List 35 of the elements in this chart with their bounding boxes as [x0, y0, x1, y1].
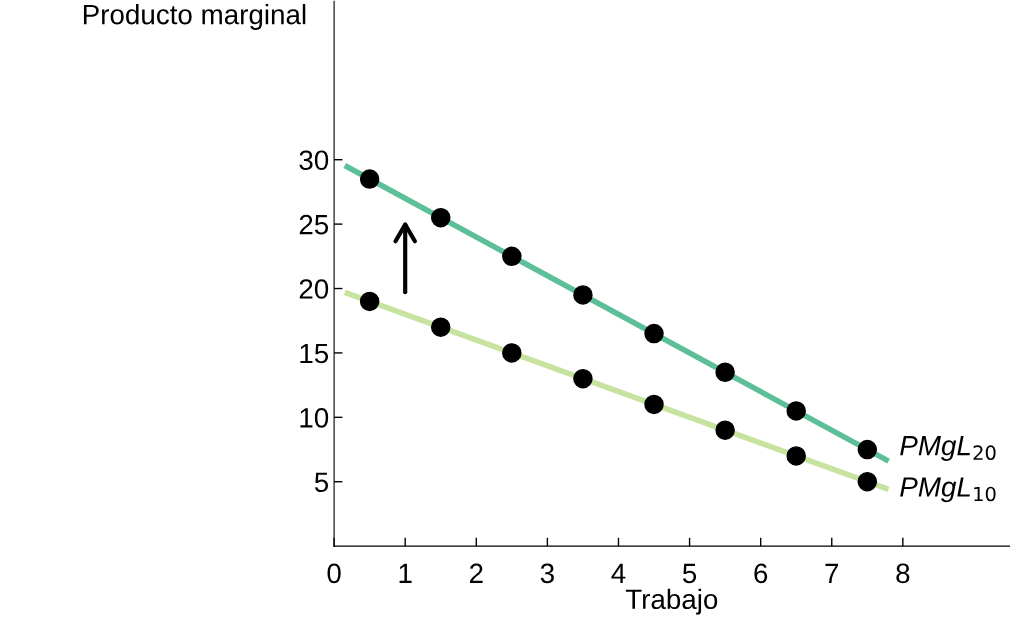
y-tick-label: 10 [300, 407, 329, 428]
point [715, 420, 735, 440]
y-tick-label: 25 [299, 214, 329, 235]
y-axis-title: Producto marginal [83, 4, 306, 30]
point [359, 291, 380, 312]
point [573, 368, 593, 389]
point [857, 471, 878, 492]
point [786, 446, 806, 466]
x-tick-label: 5 [682, 563, 697, 584]
x-axis-title: Trabajo [625, 588, 718, 615]
point [502, 343, 522, 363]
point [430, 317, 451, 337]
point [644, 323, 664, 344]
y-tick-label: 30 [299, 150, 329, 171]
x-tick-label: 2 [469, 563, 483, 583]
y-tick-label: 5 [314, 472, 329, 493]
x-tick-label: 0 [327, 563, 341, 584]
point [857, 439, 878, 460]
point [359, 169, 380, 189]
x-tick-label: 1 [399, 563, 412, 583]
point [786, 401, 806, 421]
point [502, 246, 522, 267]
x-tick-label: 6 [754, 563, 768, 584]
series-label: PMgL$_{10}$ [900, 477, 996, 503]
x-tick-label: 7 [825, 563, 839, 583]
point [430, 207, 451, 228]
x-tick-label: 4 [611, 563, 626, 583]
y-tick-label: 15 [300, 343, 329, 364]
point [644, 394, 664, 415]
x-tick-label: 3 [540, 563, 554, 584]
point [715, 362, 735, 382]
y-tick-label: 20 [299, 279, 329, 299]
series-label: PMgL$_{20}$ [900, 436, 996, 461]
x-tick-label: 8 [896, 563, 910, 584]
point [573, 285, 593, 305]
